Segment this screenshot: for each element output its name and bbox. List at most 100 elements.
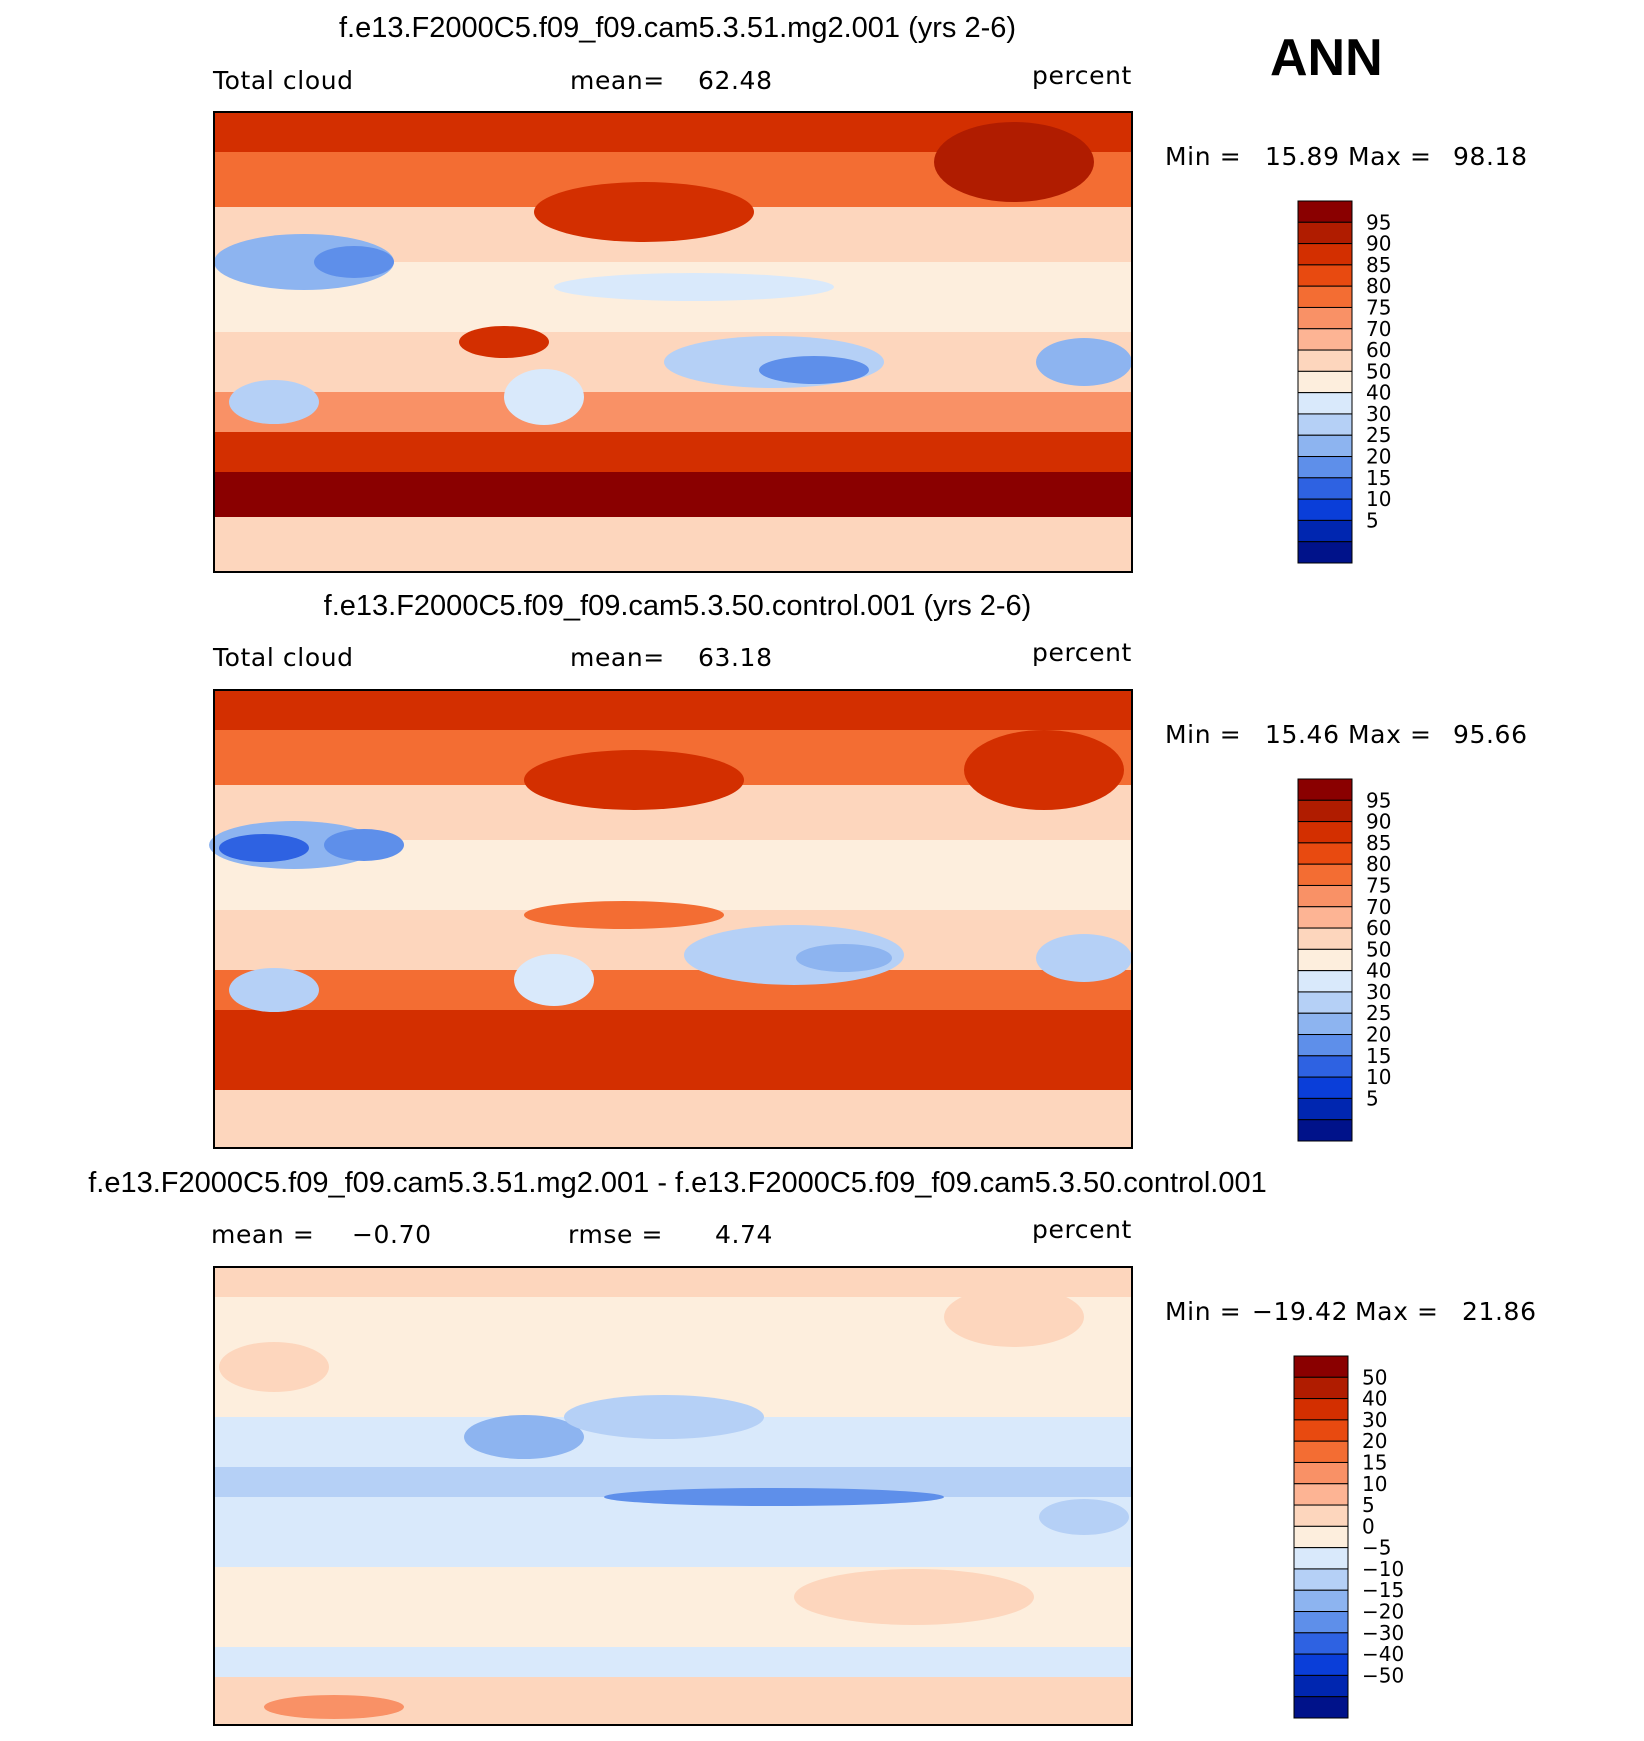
colorbar-swatch: [1297, 1119, 1353, 1142]
patch: [1039, 1499, 1129, 1535]
band: [214, 690, 1132, 730]
panel-1-min-label: Min =: [1165, 142, 1242, 171]
colorbar-swatch: [1297, 991, 1353, 1014]
colorbar-tick-label: 90: [1366, 232, 1391, 256]
colorbar-swatch: [1297, 1034, 1353, 1057]
colorbar-swatch: [1293, 1419, 1349, 1442]
colorbar-tick-label: 90: [1366, 810, 1391, 834]
colorbar-swatch: [1293, 1525, 1349, 1549]
colorbar-tick-label: 80: [1366, 852, 1391, 876]
panel-2-variable-label: Total cloud: [213, 643, 354, 672]
colorbar-tick-label: 80: [1366, 274, 1391, 298]
colorbar-tick-label: −10: [1362, 1557, 1404, 1581]
colorbar-tick-label: 15: [1362, 1450, 1387, 1474]
colorbar-swatch: [1297, 306, 1353, 330]
patch: [794, 1569, 1034, 1625]
colorbar-tick-label: 40: [1366, 381, 1391, 405]
colorbar-tick-label: 20: [1366, 445, 1391, 469]
colorbar-swatch: [1297, 434, 1353, 458]
colorbar-swatch: [1293, 1547, 1349, 1570]
colorbar-swatch: [1297, 1076, 1353, 1099]
colorbar-tick-label: 30: [1366, 980, 1391, 1004]
patch: [264, 1695, 404, 1719]
panel-1-mean-value: 62.48: [698, 66, 773, 95]
colorbar-swatch: [1297, 456, 1353, 479]
band: [214, 472, 1132, 517]
colorbar-swatch: [1297, 392, 1353, 415]
colorbar-tick-label: 20: [1362, 1429, 1387, 1453]
colorbar-swatch: [1297, 842, 1353, 865]
colorbar-swatch: [1297, 884, 1353, 908]
colorbar-tick-label: 10: [1362, 1472, 1387, 1496]
panel-3-mean-label: mean =: [211, 1220, 315, 1249]
patch: [944, 1287, 1084, 1347]
colorbar-tick-label: 15: [1366, 1044, 1391, 1068]
panel-3-min-label: Min =: [1165, 1297, 1242, 1326]
colorbar-tick-label: −5: [1362, 1536, 1391, 1560]
colorbar-tick-label: 5: [1362, 1493, 1375, 1517]
patch: [604, 1488, 944, 1506]
patch: [554, 273, 834, 301]
patch: [219, 834, 309, 862]
band: [214, 517, 1132, 572]
season-label: ANN: [1270, 29, 1383, 87]
colorbar-swatch: [1297, 328, 1353, 351]
patch: [796, 944, 892, 972]
colorbar-tick-label: 70: [1366, 895, 1391, 919]
colorbar-swatch: [1297, 799, 1353, 823]
patch: [504, 369, 584, 425]
panel-3-rmse-value: 4.74: [715, 1220, 774, 1249]
colorbar-swatch: [1293, 1674, 1349, 1698]
panel-2-mean-value: 63.18: [698, 643, 773, 672]
patch: [229, 968, 319, 1012]
panel-3-min-value: −19.42: [1252, 1297, 1349, 1326]
colorbar-swatch: [1297, 541, 1353, 564]
patch: [514, 954, 594, 1006]
colorbar-swatch: [1293, 1653, 1349, 1676]
colorbar-swatch: [1297, 863, 1353, 886]
patch: [524, 750, 744, 810]
patch: [464, 1415, 584, 1459]
colorbar-tick-label: 75: [1366, 295, 1391, 319]
colorbar-tick-label: 60: [1366, 916, 1391, 940]
panel-2-mean-label: mean=: [570, 643, 665, 672]
colorbar-tick-label: 75: [1366, 873, 1391, 897]
patch: [534, 182, 754, 242]
colorbar-tick-label: 95: [1366, 788, 1391, 812]
colorbar-swatch: [1293, 1461, 1349, 1485]
colorbar-tick-label: 25: [1366, 423, 1391, 447]
panel-3-max-label: Max =: [1355, 1297, 1439, 1326]
panel-2-units: percent: [1032, 638, 1132, 667]
colorbar-swatch: [1293, 1568, 1349, 1591]
panel-3-mean-value: −0.70: [352, 1220, 432, 1249]
panel-3-title: f.e13.F2000C5.f09_f09.cam5.3.51.mg2.001 …: [88, 1167, 1267, 1199]
patch: [1036, 934, 1132, 982]
panel-1-mean-label: mean=: [570, 66, 665, 95]
colorbar-swatch: [1297, 264, 1353, 287]
patch: [524, 901, 724, 929]
colorbar-tick-label: 15: [1366, 466, 1391, 490]
colorbar-swatch: [1293, 1632, 1349, 1655]
colorbar-swatch: [1297, 519, 1353, 543]
patch: [219, 1342, 329, 1392]
colorbar-tick-label: −20: [1362, 1600, 1404, 1624]
colorbar-tick-label: 60: [1366, 338, 1391, 362]
colorbar-swatch: [1297, 948, 1353, 972]
panel-3-rmse-label: rmse =: [568, 1220, 664, 1249]
colorbar-tick-label: −50: [1362, 1663, 1404, 1687]
colorbar-tick-label: −15: [1362, 1578, 1404, 1602]
panel-3-map: [213, 1266, 1133, 1726]
colorbar-swatch: [1297, 1097, 1353, 1121]
patch: [759, 356, 869, 384]
colorbar-tick-label: 40: [1362, 1387, 1387, 1411]
colorbar-swatch: [1297, 349, 1353, 372]
colorbar-swatch: [1293, 1355, 1349, 1378]
band: [214, 392, 1132, 432]
panel-1-title: f.e13.F2000C5.f09_f09.cam5.3.51.mg2.001 …: [338, 12, 1017, 44]
patch: [324, 829, 404, 861]
colorbar-tick-label: 50: [1362, 1365, 1387, 1389]
colorbar-swatch: [1297, 906, 1353, 929]
colorbar-swatch: [1297, 970, 1353, 993]
